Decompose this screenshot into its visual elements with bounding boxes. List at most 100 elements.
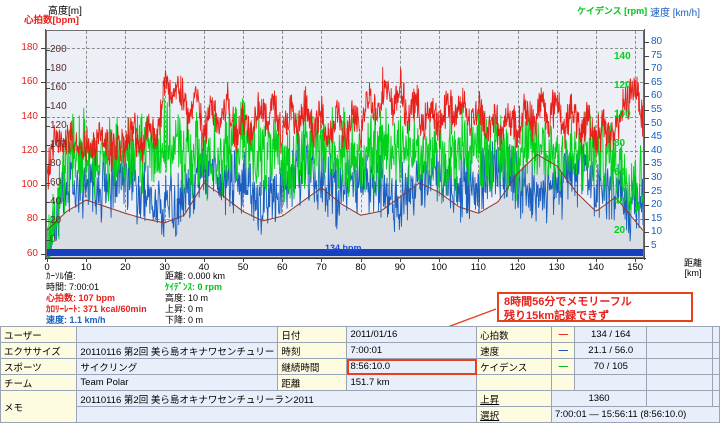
hr-tick-label: 60: [26, 247, 38, 259]
field-value: 134 / 164: [574, 326, 648, 343]
speed-tick-mark: [644, 123, 649, 125]
altitude-tick-label: 180: [50, 62, 67, 74]
x-tick-label: 140: [588, 262, 604, 273]
gridline-horizontal: [47, 82, 643, 84]
x-tick-mark: [595, 258, 597, 262]
cursor-values-right: 距離: 0.000 km ｹｲﾃﾞﾝｽ: 0 rpm 高度: 10 m 上昇: …: [165, 271, 225, 326]
heart-rate-axis-title: 心拍数[bpm]: [24, 15, 79, 26]
gridline-vertical: [635, 31, 637, 257]
field-label: 心拍数: [476, 326, 552, 343]
field-value[interactable]: 151.7 km: [346, 374, 478, 391]
speed-tick-label: 25: [651, 185, 663, 197]
cursor-hr-label: 心拍数:: [46, 293, 76, 303]
x-tick-mark: [203, 258, 205, 262]
recording-span-bar: [47, 249, 643, 256]
x-tick-mark: [164, 258, 166, 262]
field-value[interactable]: 2011/01/16: [346, 326, 478, 343]
field-value[interactable]: 20110116 第2回 美ら島オキナワセンチュリー: [76, 342, 279, 359]
speed-tick-mark: [644, 246, 649, 248]
altitude-fill: [47, 154, 643, 257]
cursor-distance-label: 距離:: [165, 271, 186, 281]
altitude-tick-mark: [46, 239, 50, 241]
table-row: メモ 20110116 第2回 美ら島オキナワセンチュリーラン2011 上昇 1…: [0, 390, 720, 423]
field-label: 上昇: [476, 390, 552, 407]
speed-tick-label: 50: [651, 117, 663, 129]
field-label: 速度: [476, 342, 552, 359]
average-bpm-marker: 134 bpm: [325, 243, 362, 253]
speed-tick-mark: [644, 41, 649, 43]
speed-tick-mark: [644, 137, 649, 139]
plot-area[interactable]: [46, 30, 644, 258]
speed-tick-label: 5: [651, 240, 657, 252]
field-value[interactable]: サイクリング: [76, 358, 279, 375]
x-tick-mark: [243, 258, 245, 262]
hr-tick-mark: [41, 253, 46, 255]
series-color-swatch-empty: [550, 374, 576, 391]
memo-value[interactable]: 20110116 第2回 美ら島オキナワセンチュリーラン2011: [76, 390, 478, 407]
speed-axis-title: 速度 [km/h]: [650, 8, 701, 19]
field-value[interactable]: 7:00:01: [346, 342, 478, 359]
cursor-time-value: 7:00:01: [69, 282, 100, 292]
x-tick-mark: [478, 258, 480, 262]
x-tick-mark: [517, 258, 519, 262]
field-value-empty: [646, 342, 713, 359]
cadence-axis-title: ケイデンス [rpm]: [577, 6, 648, 16]
table-row: ユーザー 日付 2011/01/16 心拍数 — 134 / 164: [0, 326, 720, 343]
x-tick-label: 50: [237, 262, 249, 273]
altitude-tick-mark: [46, 49, 50, 51]
hr-tick-mark: [41, 150, 46, 152]
field-label: 日付: [277, 326, 348, 343]
hr-tick-mark: [41, 219, 46, 221]
speed-tick-label: 55: [651, 103, 663, 115]
field-label: 時刻: [277, 342, 348, 359]
right-axis-line: [644, 29, 645, 260]
hr-tick-mark: [41, 116, 46, 118]
x-tick-mark: [360, 258, 362, 262]
altitude-tick-mark: [46, 87, 50, 89]
left-axis-line: [45, 29, 46, 260]
callout-line-2: 残り15km記録できず: [504, 310, 610, 322]
field-label: 距離: [277, 374, 348, 391]
x-tick-label: 110: [470, 262, 486, 273]
duration-value-highlighted[interactable]: 8:56:10.0: [346, 358, 478, 375]
cursor-cadence-label: ｹｲﾃﾞﾝｽ:: [165, 282, 195, 292]
series-m: [47, 154, 643, 231]
gridline-vertical: [164, 31, 166, 257]
field-value[interactable]: [76, 326, 279, 343]
field-value-empty: [712, 326, 720, 343]
altitude-tick-mark: [46, 68, 50, 70]
cadence-tick-label: 120: [614, 80, 631, 92]
series-bpm: [47, 66, 643, 190]
gridline-horizontal: [47, 48, 643, 50]
table-row: エクササイズ 20110116 第2回 美ら島オキナワセンチュリー 時刻 7:0…: [0, 342, 720, 359]
field-value[interactable]: Team Polar: [76, 374, 279, 391]
field-value: 70 / 105: [574, 358, 648, 375]
speed-tick-mark: [644, 150, 649, 152]
speed-tick-mark: [644, 205, 649, 207]
x-tick-label: 120: [509, 262, 526, 273]
speed-tick-mark: [644, 55, 649, 57]
callout-line-1: 8時間56分でメモリーフル: [504, 296, 632, 308]
memory-full-callout: 8時間56分でメモリーフル 残り15km記録できず: [497, 292, 693, 322]
memo-value-continued[interactable]: [76, 406, 478, 423]
field-label: ユーザー: [0, 326, 78, 343]
x-tick-label: 30: [159, 262, 170, 273]
hr-tick-label: 140: [21, 110, 38, 122]
altitude-tick-label: 0: [50, 233, 56, 245]
distance-axis-title-line1: 距離: [683, 258, 702, 268]
x-axis-line: [45, 258, 646, 259]
cursor-speed-value: 1.1 km/h: [69, 315, 106, 325]
chart-region: 心拍数[bpm] 高度[m] ケイデンス [rpm] 速度 [km/h] 距離 …: [21, 6, 702, 343]
speed-tick-mark: [644, 109, 649, 111]
speed-tick-label: 45: [651, 131, 663, 143]
altitude-tick-mark: [46, 106, 50, 108]
cursor-altitude-label: 高度:: [165, 293, 186, 303]
x-tick-label: 60: [276, 262, 288, 273]
field-value: 21.1 / 56.0: [574, 342, 648, 359]
x-tick-label: 20: [120, 262, 131, 273]
cursor-values-left: ｶｰｿﾙ値: 時間: 7:00:01 心拍数: 107 bpm ｶﾛﾘｰﾚｰﾄ:…: [46, 271, 147, 326]
x-tick-label: 40: [198, 262, 210, 273]
summary-table: ユーザー 日付 2011/01/16 心拍数 — 134 / 164 エクササイ…: [0, 326, 720, 423]
altitude-tick-mark: [46, 144, 50, 146]
